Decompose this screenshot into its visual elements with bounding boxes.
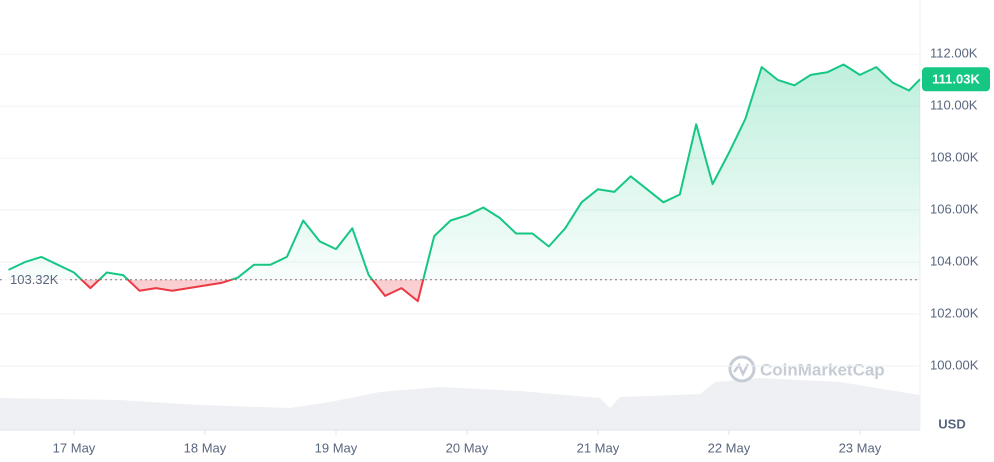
x-tick-label: 23 May — [839, 440, 882, 455]
last-price-label: 111.03K — [932, 72, 980, 87]
y-tick-label: 104.00K — [930, 253, 979, 268]
x-tick-label: 18 May — [184, 440, 227, 455]
currency-label: USD — [938, 416, 965, 431]
y-tick-label: 108.00K — [930, 150, 979, 165]
watermark: CoinMarketCap — [728, 355, 885, 383]
y-tick-label: 106.00K — [930, 201, 979, 216]
price-area — [8, 64, 920, 302]
x-tick-label: 22 May — [708, 440, 751, 455]
volume-background — [0, 378, 920, 430]
y-tick-label: 110.00K — [930, 98, 978, 113]
x-tick-label: 20 May — [446, 440, 489, 455]
x-tick-label: 21 May — [577, 440, 620, 455]
y-tick-label: 102.00K — [930, 305, 979, 320]
price-line — [8, 63, 921, 303]
y-tick-label: 100.00K — [930, 357, 979, 372]
x-tick-label: 17 May — [53, 440, 96, 455]
x-tick-label: 19 May — [315, 440, 358, 455]
last-price-tag — [922, 67, 990, 92]
y-tick-label: 112.00K — [930, 46, 978, 61]
watermark-text: CoinMarketCap — [760, 360, 885, 379]
